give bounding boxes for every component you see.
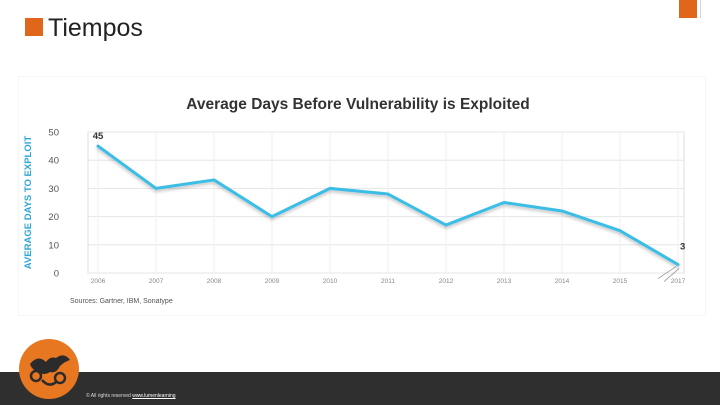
y-tick-label: 50	[48, 128, 59, 139]
chart-background	[18, 76, 706, 316]
slide-title: Tiempos	[48, 14, 143, 42]
orange-logo-icon	[19, 339, 79, 399]
x-tick-label: 2006	[91, 278, 106, 285]
data-label: 3	[680, 242, 685, 253]
corner-accent-square	[679, 0, 697, 18]
axis-break-mark	[663, 268, 680, 282]
y-tick-label: 20	[48, 212, 59, 223]
x-tick-label: 2012	[439, 278, 454, 285]
x-tick-label: 2013	[497, 278, 512, 285]
x-tick-label: 2015	[613, 278, 628, 285]
footer-copyright-text: © All rights reserved	[86, 393, 131, 399]
title-bullet-square	[25, 18, 43, 36]
footer-copyright: © All rights reserved www.lumenlearning	[86, 393, 176, 399]
x-tick-label: 2011	[381, 278, 395, 285]
line-chart: Average Days Before Vulnerability is Exp…	[18, 76, 706, 316]
data-label: 45	[93, 131, 104, 142]
x-tick-label: 2017	[671, 278, 686, 285]
footer-bar	[0, 372, 720, 405]
y-axis-label: AVERAGE DAYS TO EXPLOIT	[23, 136, 34, 270]
x-tick-label: 2008	[207, 278, 222, 285]
series-line	[96, 144, 680, 267]
axis-break-mark	[657, 266, 677, 279]
chart-source: Sources: Gartner, IBM, Sonatype	[70, 298, 173, 305]
chart-title: Average Days Before Vulnerability is Exp…	[186, 96, 529, 113]
corner-divider	[700, 0, 701, 18]
x-tick-label: 2007	[149, 278, 164, 285]
y-tick-label: 30	[48, 184, 59, 195]
x-tick-label: 2010	[323, 278, 338, 285]
footer-link[interactable]: www.lumenlearning	[132, 393, 176, 399]
y-tick-label: 40	[48, 156, 59, 167]
y-tick-label: 0	[54, 269, 59, 280]
x-tick-label: 2009	[265, 278, 280, 285]
x-tick-label: 2014	[555, 278, 570, 285]
y-tick-label: 10	[48, 240, 59, 251]
